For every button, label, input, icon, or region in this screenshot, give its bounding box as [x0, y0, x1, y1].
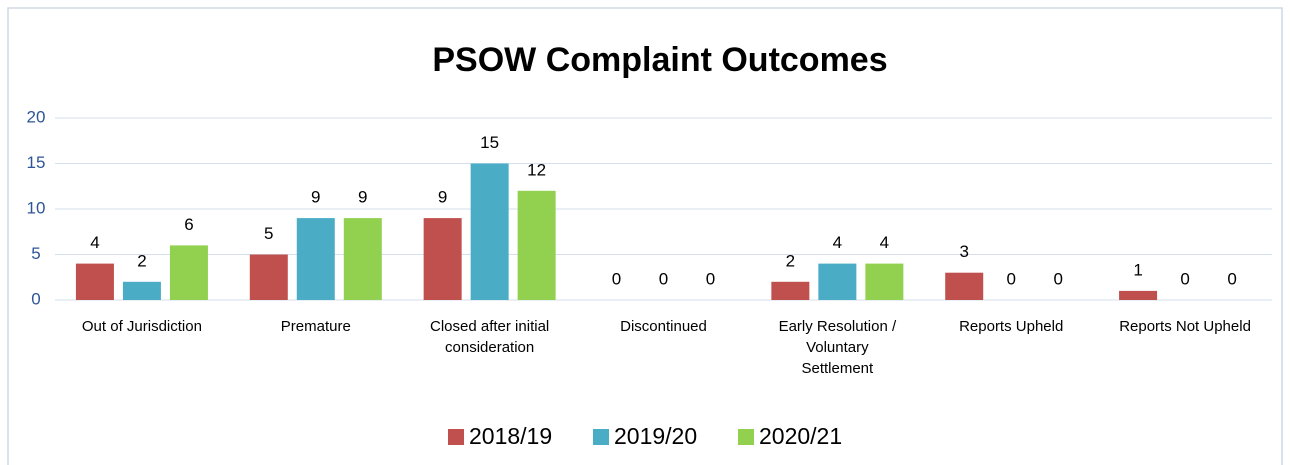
x-tick-label: Early Resolution / Voluntary Settlement	[778, 318, 897, 377]
y-tick-label: 20	[27, 107, 46, 126]
data-label: 6	[184, 215, 193, 234]
data-label: 2	[786, 251, 795, 270]
x-tick-label: Reports Not Upheld	[1119, 318, 1251, 335]
chart-title: PSOW Complaint Outcomes	[432, 41, 887, 79]
data-label: 5	[264, 224, 273, 243]
data-label: 0	[1227, 269, 1236, 288]
data-label: 4	[833, 233, 842, 252]
legend-label: 2020/21	[759, 423, 842, 449]
bar	[771, 281, 810, 300]
bar	[517, 190, 556, 300]
data-label: 9	[358, 188, 367, 207]
data-label: 4	[880, 233, 889, 252]
data-label: 0	[1053, 269, 1062, 288]
data-label: 0	[659, 269, 668, 288]
bar	[249, 254, 288, 300]
data-label: 1	[1133, 260, 1142, 279]
legend-label: 2019/20	[614, 423, 697, 449]
x-tick-label: Closed after initial consideration	[430, 318, 550, 356]
data-label: 0	[612, 269, 621, 288]
bar	[169, 245, 208, 300]
bar	[470, 163, 509, 300]
legend-swatch	[738, 429, 754, 445]
x-tick-label: Reports Upheld	[959, 318, 1064, 335]
bar	[1119, 290, 1158, 300]
data-label: 0	[1006, 269, 1015, 288]
bar	[865, 263, 904, 300]
data-label: 9	[438, 188, 447, 207]
data-label: 2	[137, 251, 146, 270]
x-tick-label: Discontinued	[620, 318, 707, 335]
data-label: 12	[527, 160, 546, 179]
y-tick-label: 15	[27, 153, 46, 172]
y-tick-label: 0	[31, 289, 40, 308]
bar	[122, 281, 161, 300]
data-label: 0	[706, 269, 715, 288]
legend-label: 2018/19	[469, 423, 552, 449]
x-tick-label: Premature	[280, 318, 351, 335]
bar	[75, 263, 114, 300]
legend-swatch	[593, 429, 609, 445]
data-label: 15	[480, 133, 499, 152]
x-tick-label: Out of Jurisdiction	[81, 318, 202, 335]
bar	[818, 263, 857, 300]
chart-frame	[7, 7, 1283, 465]
bar	[423, 218, 462, 300]
data-label: 9	[311, 188, 320, 207]
bar	[343, 218, 382, 300]
bar	[945, 272, 984, 300]
y-tick-label: 10	[27, 198, 46, 217]
data-label: 4	[90, 233, 99, 252]
legend-swatch	[448, 429, 464, 445]
data-label: 3	[959, 242, 968, 261]
y-tick-label: 5	[31, 244, 40, 263]
bar	[296, 218, 335, 300]
data-label: 0	[1180, 269, 1189, 288]
